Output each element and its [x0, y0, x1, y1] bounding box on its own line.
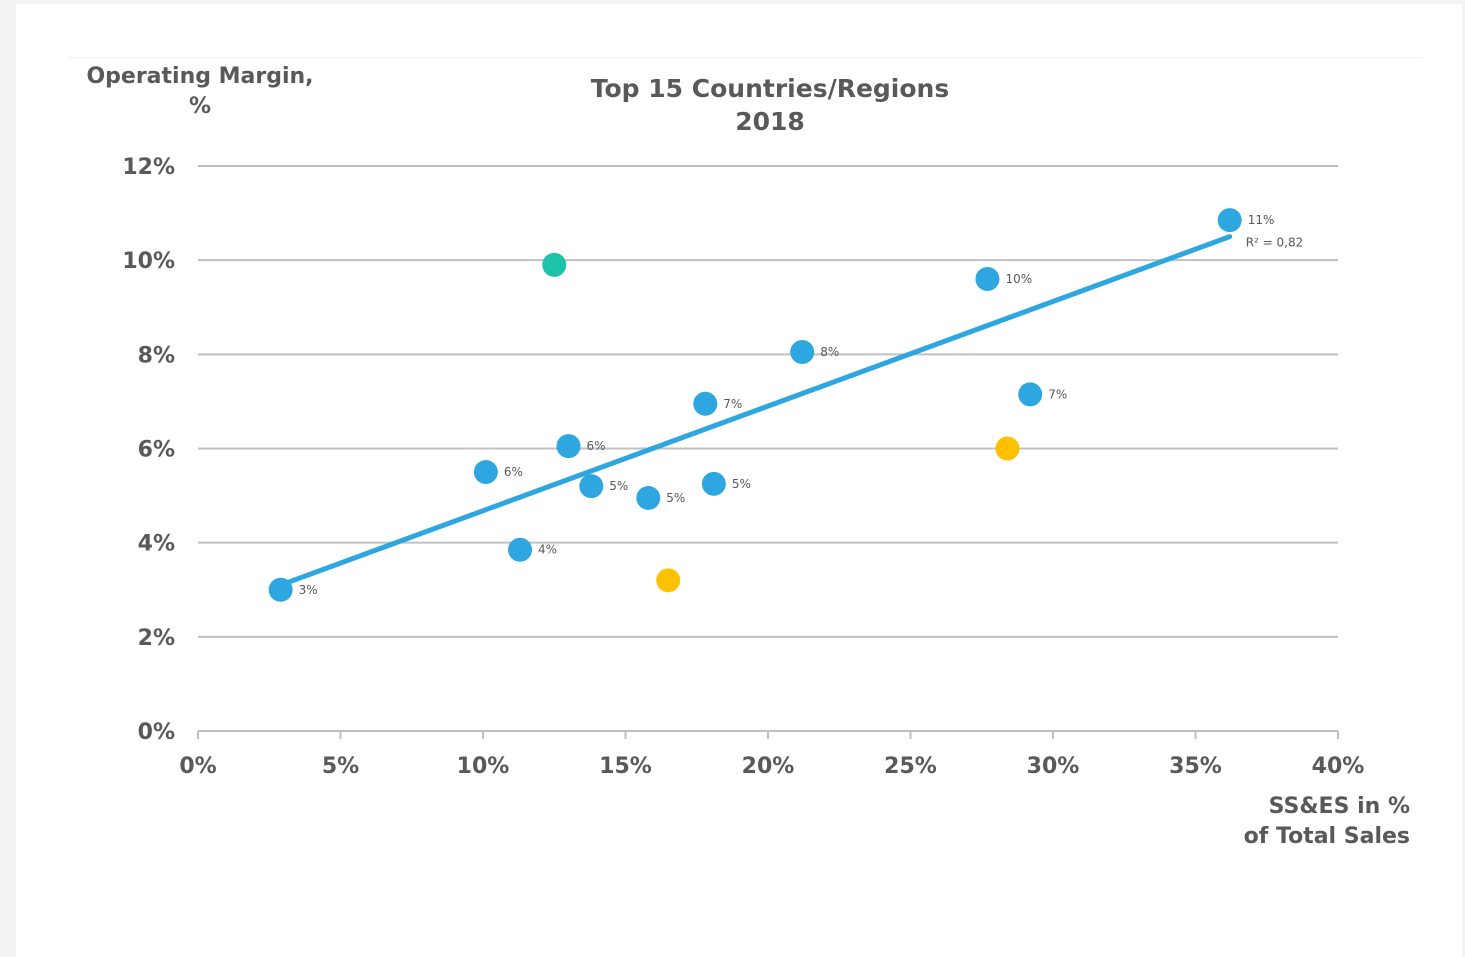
x-tick-label: 5%	[322, 754, 359, 779]
x-tick-label: 0%	[179, 754, 216, 779]
y-tick-label: 0%	[138, 720, 175, 745]
data-labels: 3% 6% 4% 6% 5% 5% 7% 5% 8% 10% 7% 11%	[299, 213, 1275, 597]
data-label: 3%	[299, 583, 318, 597]
y-axis-title: Operating Margin, %	[86, 64, 314, 119]
data-point	[790, 339, 815, 364]
x-tick-label: 40%	[1312, 754, 1365, 779]
data-label: 5%	[732, 477, 751, 491]
gridlines	[198, 165, 1338, 638]
x-axis-ticks: 0% 5% 10% 15% 20% 25% 30% 35% 40%	[179, 754, 1364, 779]
y-tick-label: 4%	[138, 532, 175, 557]
chart-card	[16, 4, 1462, 957]
x-axis-title: SS&ES in % of Total Sales	[1243, 794, 1410, 849]
x-tick-label: 30%	[1027, 754, 1080, 779]
data-label: 5%	[666, 491, 685, 505]
y-tick-label: 12%	[122, 155, 175, 180]
x-tick-label: 25%	[884, 754, 937, 779]
top-divider	[68, 57, 1423, 58]
data-point	[579, 474, 604, 499]
x-axis	[197, 730, 1339, 739]
data-point	[701, 471, 726, 496]
data-label: 10%	[1005, 272, 1032, 286]
data-points	[268, 208, 1242, 602]
x-tick-label: 15%	[599, 754, 652, 779]
chart-title: Top 15 Countries/Regions 2018	[590, 74, 950, 136]
x-tick-label: 20%	[742, 754, 795, 779]
data-label: 5%	[609, 479, 628, 493]
data-label: 6%	[587, 439, 606, 453]
x-tick-label: 35%	[1169, 754, 1222, 779]
trendline	[278, 234, 1233, 588]
data-point	[995, 436, 1020, 461]
data-label: 4%	[538, 543, 557, 557]
data-label: 6%	[504, 465, 523, 479]
data-point	[556, 434, 581, 459]
y-tick-label: 8%	[138, 343, 175, 368]
x-tick-label: 10%	[457, 754, 510, 779]
data-label: 8%	[820, 345, 839, 359]
y-axis-ticks: 0% 2% 4% 6% 8% 10% 12%	[122, 155, 175, 745]
data-point	[636, 485, 661, 510]
data-point	[656, 568, 681, 593]
data-point	[473, 460, 498, 485]
data-label: 7%	[1048, 387, 1067, 401]
data-label: 11%	[1248, 213, 1275, 227]
y-tick-label: 2%	[138, 626, 175, 651]
data-point	[542, 252, 567, 277]
data-point	[268, 577, 293, 602]
data-label: 7%	[723, 397, 742, 411]
trendline-group: R² = 0,82	[278, 234, 1304, 588]
data-point	[1018, 382, 1043, 407]
y-tick-label: 10%	[122, 249, 175, 274]
data-point	[1217, 208, 1242, 233]
data-point	[975, 267, 1000, 291]
y-tick-label: 6%	[138, 438, 175, 463]
r-squared-label: R² = 0,82	[1246, 236, 1304, 250]
data-point	[693, 391, 718, 416]
data-point	[508, 537, 533, 562]
